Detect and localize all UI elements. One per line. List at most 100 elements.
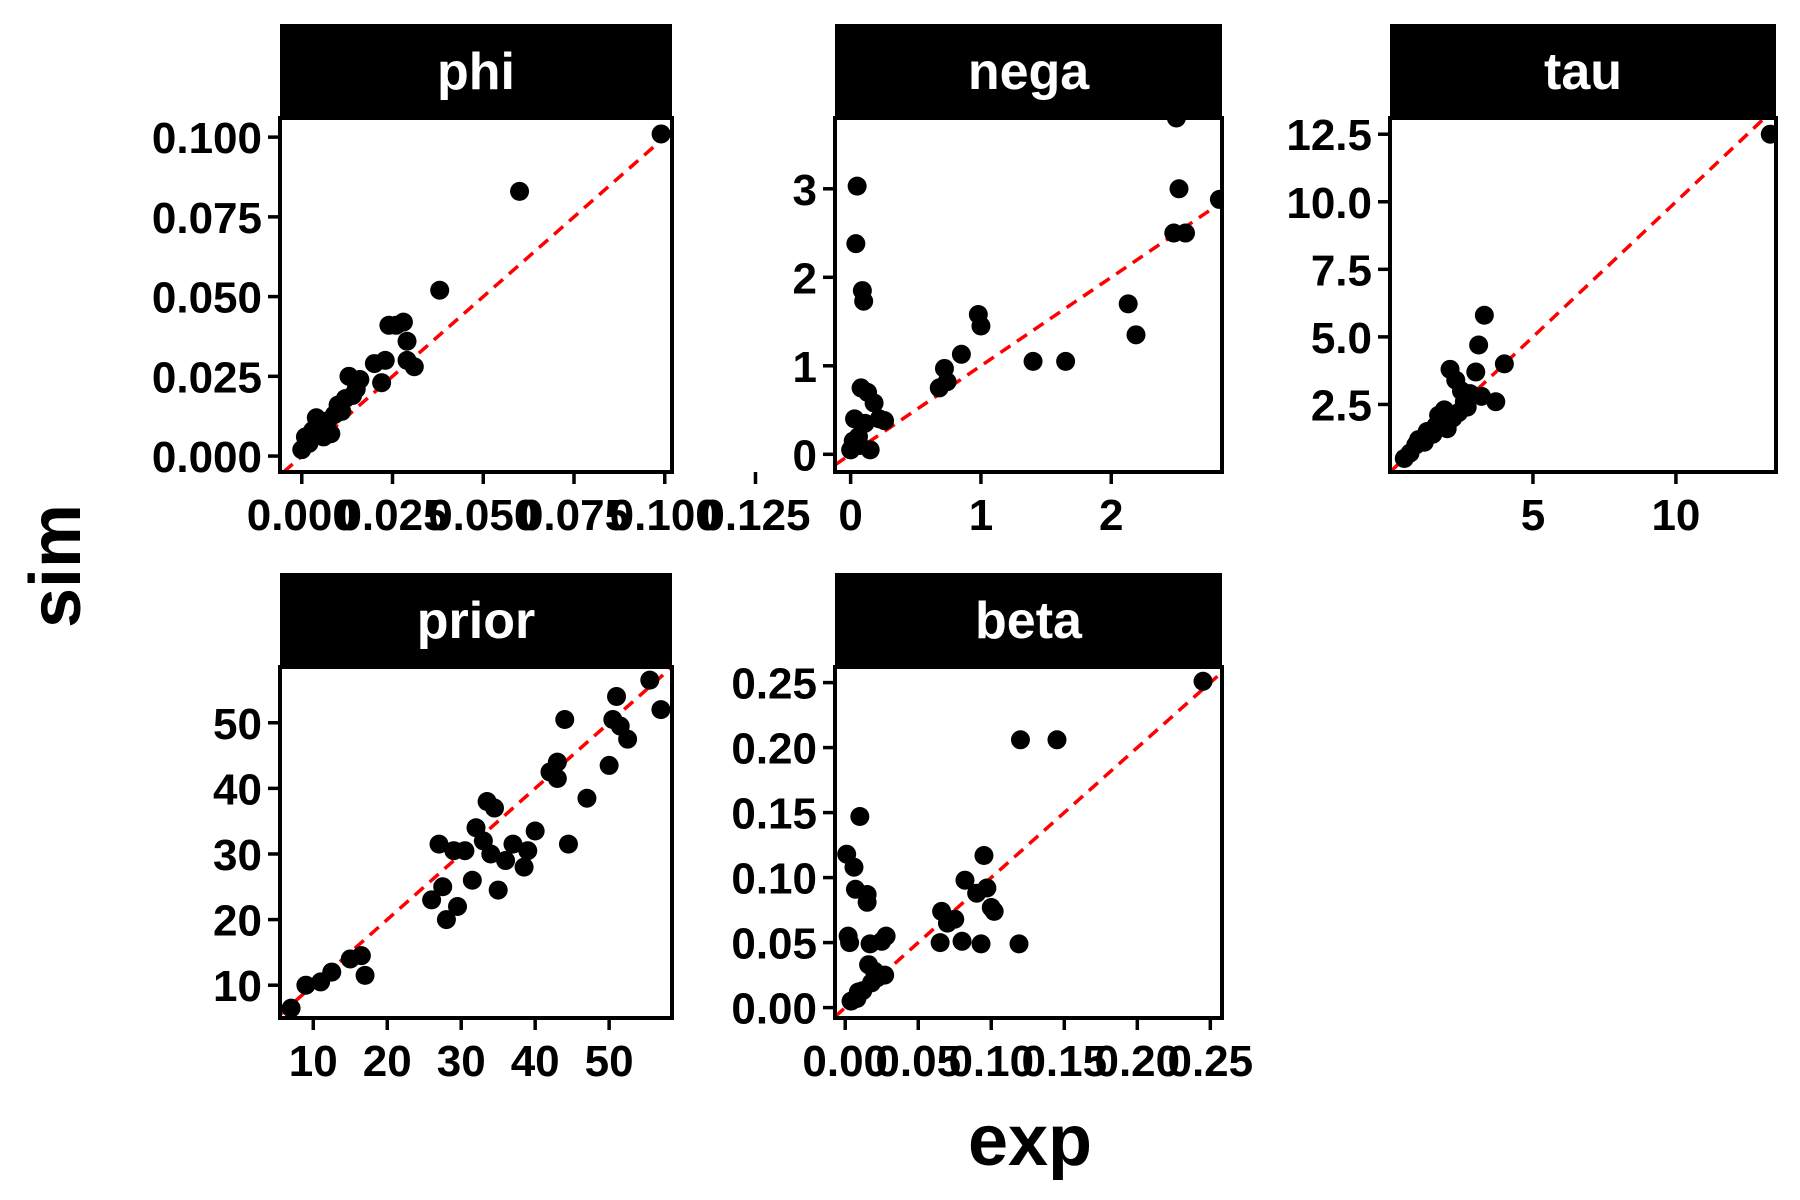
x-tick-label: 10 (1651, 491, 1700, 540)
y-tick-label: 0 (793, 431, 817, 480)
facet-strip (1390, 24, 1776, 118)
x-tick-label: 0.000 (247, 491, 357, 540)
data-point (1486, 392, 1506, 412)
data-point (430, 280, 450, 300)
facet-panel-nega: nega 0 1 2 0 1 2 3 (793, 24, 1224, 540)
reference-line (835, 200, 1222, 467)
facet-strip-label: phi (437, 43, 515, 101)
data-point (351, 946, 371, 966)
data-point (547, 769, 567, 789)
data-point (484, 798, 504, 818)
data-point (372, 373, 392, 393)
y-tick-label: 0.25 (731, 660, 817, 709)
data-point (974, 846, 994, 865)
data-point (555, 709, 575, 729)
x-tick-label: 50 (585, 1037, 634, 1086)
data-point (422, 890, 442, 910)
facet-strip (280, 573, 672, 667)
x-tick-label: 0.025 (337, 491, 447, 540)
data-point (1469, 335, 1489, 355)
y-tick-label: 2 (793, 254, 817, 303)
y-tick-label: 10.0 (1286, 179, 1372, 228)
x-tick-label: 40 (511, 1037, 560, 1086)
data-point (518, 841, 538, 861)
x-tick-label: 0.100 (610, 491, 720, 540)
x-tick-label: 10 (289, 1037, 338, 1086)
y-tick-label: 5.0 (1311, 314, 1372, 363)
data-point (854, 291, 874, 311)
y-tick-label: 0.05 (731, 920, 817, 969)
data-point (1466, 362, 1486, 382)
data-point (847, 176, 867, 196)
data-point (651, 124, 671, 144)
panel-border (833, 665, 1224, 1020)
y-tick-label: 0.075 (152, 194, 262, 243)
y-tick-label: 0.000 (152, 433, 262, 482)
x-tick-label: 0.25 (1167, 1037, 1253, 1086)
x-tick-label: 30 (437, 1037, 486, 1086)
data-point (436, 910, 456, 930)
data-point (350, 370, 370, 390)
data-point (488, 880, 508, 900)
facet-strip (835, 24, 1222, 118)
x-tick-label: 0.00 (802, 1037, 888, 1086)
data-point (840, 933, 860, 953)
data-point (875, 965, 895, 985)
data-point (618, 729, 638, 749)
data-point (855, 413, 875, 433)
y-tick-label: 40 (213, 765, 262, 814)
data-point (1169, 179, 1189, 199)
data-point (651, 700, 671, 720)
x-tick-label: 0 (838, 491, 862, 540)
y-axis-title: sim (16, 504, 96, 628)
data-point (1009, 934, 1029, 954)
data-point (640, 670, 660, 690)
data-point (448, 896, 468, 916)
data-point (971, 934, 991, 954)
data-point (1126, 325, 1146, 345)
data-point (1118, 294, 1138, 314)
data-point (481, 844, 501, 864)
panel-border (833, 116, 1224, 474)
data-point (984, 901, 1004, 921)
y-tick-label: 2.5 (1311, 381, 1372, 430)
data-point (547, 752, 567, 772)
facet-strip-label: nega (968, 43, 1090, 101)
x-tick-label: 0.20 (1094, 1037, 1180, 1086)
y-tick-label: 0.15 (731, 790, 817, 839)
data-point (1471, 386, 1491, 406)
data-point (429, 834, 449, 854)
y-tick-label: 0.20 (731, 725, 817, 774)
data-point (355, 965, 375, 985)
data-point (281, 998, 301, 1018)
data-point (510, 181, 530, 201)
data-point (952, 931, 972, 951)
data-point (844, 857, 864, 877)
x-tick-label: 5 (1521, 491, 1545, 540)
x-tick-label: 0.10 (948, 1037, 1034, 1086)
x-axis-title: exp (968, 1101, 1092, 1181)
facet-panel-prior: prior 10 20 30 40 50 10 20 30 40 50 (213, 573, 674, 1086)
data-point (503, 834, 523, 854)
y-tick-label: 30 (213, 831, 262, 880)
data-point (375, 350, 395, 370)
x-tick-label: 2 (1099, 491, 1123, 540)
data-point (955, 870, 975, 890)
data-point (860, 440, 880, 460)
data-point (875, 411, 895, 431)
data-point (433, 877, 453, 897)
data-point (322, 962, 342, 982)
data-point (930, 933, 950, 953)
data-point (1047, 730, 1067, 750)
facet-panel-phi: phi0.0000.0250.0500.0750.1000.1250.0000.… (152, 24, 811, 540)
data-point (397, 331, 417, 351)
data-point (514, 857, 534, 877)
data-point (977, 878, 997, 898)
data-point (937, 372, 957, 392)
data-point (321, 424, 341, 444)
x-tick-label: 1 (969, 491, 993, 540)
x-tick-label: 0.15 (1021, 1037, 1107, 1086)
y-tick-label: 20 (213, 897, 262, 946)
y-tick-label: 0.100 (152, 114, 262, 163)
